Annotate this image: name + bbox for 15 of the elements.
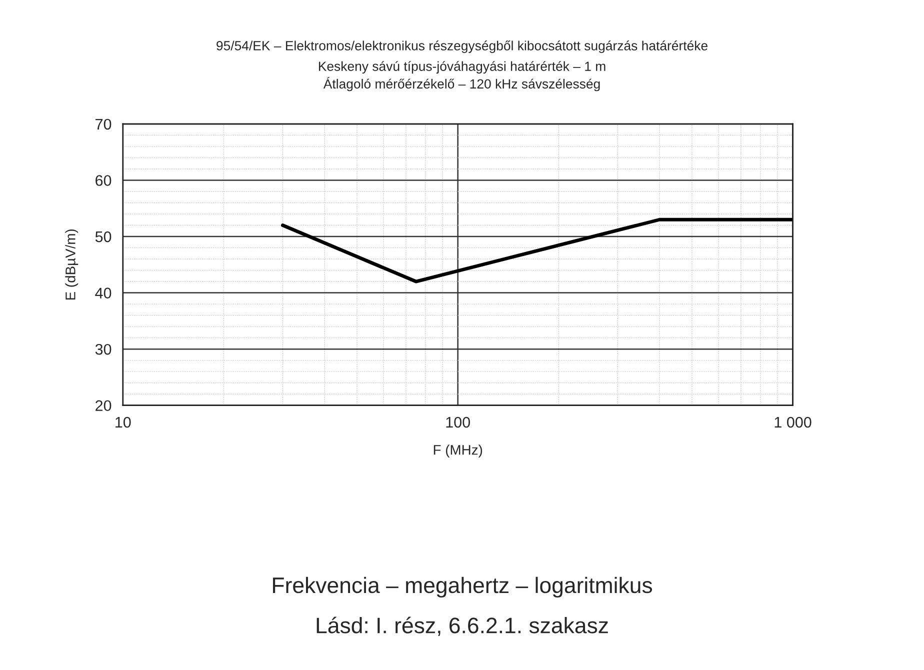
x-axis-title: F (MHz) xyxy=(434,444,482,458)
y-tick-label: 50 xyxy=(95,231,112,242)
text: Frekvencia – megahertz – logaritmikus xyxy=(273,576,652,598)
y-tick-label: 60 xyxy=(96,175,112,186)
x-tick-label: 10 xyxy=(116,416,131,428)
y-tick-label: 20 xyxy=(96,400,112,412)
chart-subtitle: Keskeny sávú típus-jóváhagyási határérték – 1 m Átlagoló mérőérzékelő – 120 kHz sávszélesség xyxy=(318,61,606,92)
chart-title: 95/54/EK – Elektromos/elektronikus részegységből kibocsátott sugárzás határértéke xyxy=(216,40,708,53)
y-tick-label: 40 xyxy=(95,288,112,298)
y-tick-label: 30 xyxy=(95,344,112,355)
y-axis-title: E (dBµV/m) xyxy=(65,229,78,300)
x-tick-label: 100 xyxy=(446,416,470,428)
y-tick-label: 70 xyxy=(96,118,112,130)
x-tick-label: 1 000 xyxy=(774,416,812,428)
text: Lásd: I. rész, 6.6.2.1. szakasz xyxy=(316,616,608,636)
